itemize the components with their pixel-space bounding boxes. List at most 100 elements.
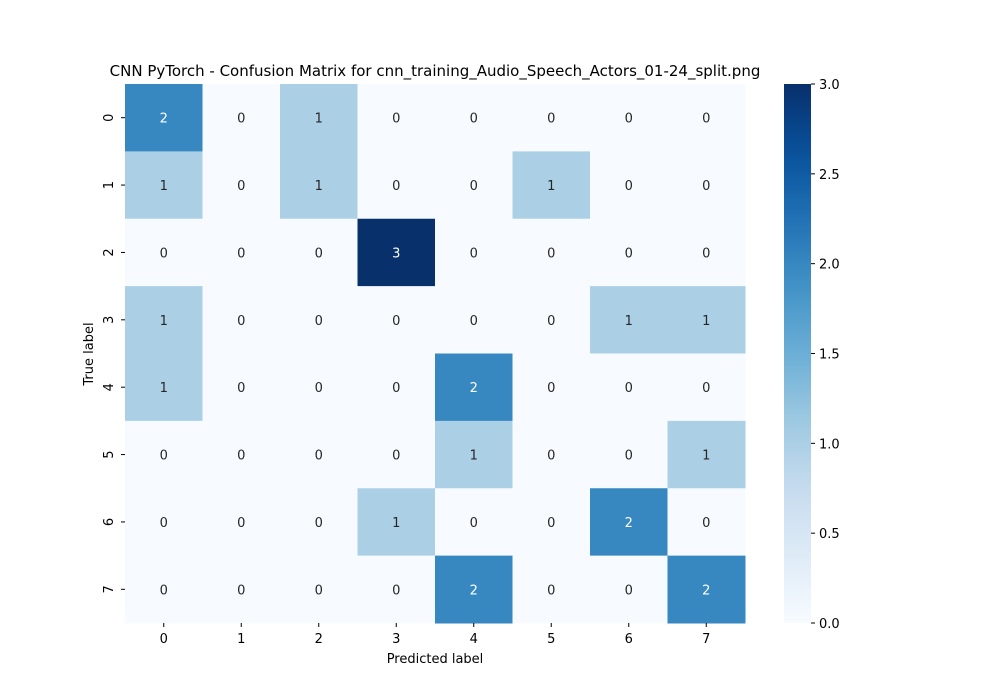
colorbar-gradient (784, 84, 811, 623)
cell-value-label: 0 (160, 583, 168, 598)
heatmap-cell (280, 353, 358, 422)
x-tick-label: 5 (547, 632, 555, 647)
cell-value-label: 0 (702, 112, 710, 127)
heatmap-cell (357, 420, 436, 489)
cell-value-label: 0 (547, 516, 555, 531)
cell-value-label: 0 (625, 583, 633, 598)
cell-value-label: 0 (392, 381, 400, 396)
cell-value-label: 2 (470, 583, 478, 598)
cell-value-label: 0 (625, 381, 633, 396)
cell-value-label: 0 (237, 246, 245, 261)
heatmap-cell (125, 218, 203, 287)
x-tick-label: 3 (392, 632, 400, 647)
cell-value-label: 1 (470, 449, 478, 464)
heatmap-cell (202, 488, 281, 557)
x-tick-label: 1 (237, 632, 245, 647)
cell-value-label: 1 (547, 179, 555, 194)
cell-value-label: 0 (315, 449, 323, 464)
cell-value-label: 0 (315, 381, 323, 396)
heatmap-cell (435, 218, 513, 287)
y-tick-label: 4 (102, 383, 117, 391)
heatmap-cell (667, 151, 746, 220)
heatmap-cell (667, 353, 746, 422)
cell-value-label: 0 (547, 314, 555, 329)
heatmap-cell (512, 151, 591, 220)
x-tick-label: 6 (625, 632, 633, 647)
heatmap-annotations: 2 0 1 0 0 0 0 0 1 0 1 0 0 1 0 0 0 0 0 3 0 0 0 0 1 0 0 0 0 0 1 1 1 0 0 0 2 0 0 0… (160, 112, 711, 599)
y-tick-label: 1 (102, 181, 117, 189)
cell-value-label: 0 (470, 314, 478, 329)
cell-value-label: 2 (702, 583, 710, 598)
colorbar-tick-label: 2.0 (819, 258, 840, 273)
heatmap-cell (667, 488, 746, 557)
heatmap-cell (512, 420, 591, 489)
heatmap-cell (280, 84, 358, 152)
heatmap-cell (512, 353, 591, 422)
cell-value-label: 0 (702, 246, 710, 261)
heatmap-cell (435, 488, 513, 557)
cell-value-label: 0 (702, 381, 710, 396)
colorbar-tick-label: 3.0 (819, 78, 840, 93)
x-tick-label: 4 (470, 632, 478, 647)
heatmap-cell (590, 84, 668, 152)
heatmap-cell (125, 353, 203, 422)
cell-value-label: 0 (315, 314, 323, 329)
colorbar-tick-label: 2.5 (819, 168, 840, 183)
cell-value-label: 0 (237, 112, 245, 127)
heatmap-cell (512, 84, 591, 152)
heatmap-cell (125, 555, 203, 624)
heatmap-cell (590, 420, 668, 489)
y-axis: 0 1 2 3 4 5 6 7 (102, 114, 125, 593)
cell-value-label: 1 (392, 516, 400, 531)
cell-value-label: 0 (392, 449, 400, 464)
heatmap-cell (202, 420, 281, 489)
cell-value-label: 0 (547, 246, 555, 261)
cell-value-label: 0 (702, 179, 710, 194)
y-tick-label: 5 (102, 450, 117, 458)
cell-value-label: 0 (470, 179, 478, 194)
colorbar-tick-label: 0.5 (819, 527, 840, 542)
cell-value-label: 0 (702, 516, 710, 531)
heatmap-cell (280, 218, 358, 287)
heatmap-cell (280, 420, 358, 489)
heatmap-cell (667, 84, 746, 152)
cell-value-label: 0 (237, 449, 245, 464)
cell-value-label: 2 (470, 381, 478, 396)
heatmap-cell (667, 218, 746, 287)
heatmap-cell (435, 286, 513, 354)
colorbar-tick-label: 0.0 (819, 617, 840, 632)
cell-value-label: 1 (160, 314, 168, 329)
cell-value-label: 0 (392, 179, 400, 194)
heatmap-cell (280, 488, 358, 557)
cell-value-label: 0 (237, 583, 245, 598)
heatmap-cell (435, 555, 513, 624)
colorbar: 0.0 0.5 1.0 1.5 2.0 2.5 3.0 (784, 78, 840, 632)
cell-value-label: 0 (315, 583, 323, 598)
cell-value-label: 0 (625, 246, 633, 261)
y-tick-label: 3 (102, 316, 117, 324)
heatmap-cell (590, 151, 668, 220)
cell-value-label: 0 (547, 381, 555, 396)
heatmap-cell (125, 151, 203, 220)
cell-value-label: 2 (625, 516, 633, 531)
heatmap-cells (125, 84, 746, 624)
heatmap-cell (590, 555, 668, 624)
cell-value-label: 0 (237, 179, 245, 194)
heatmap-cell (202, 286, 281, 354)
x-tick-label: 0 (160, 632, 168, 647)
y-tick-label: 0 (102, 114, 117, 122)
heatmap-cell (590, 488, 668, 557)
heatmap-cell (357, 488, 436, 557)
cell-value-label: 0 (160, 246, 168, 261)
heatmap-cell (357, 84, 436, 152)
cell-value-label: 0 (392, 583, 400, 598)
heatmap-cell (435, 151, 513, 220)
cell-value-label: 0 (547, 112, 555, 127)
cell-value-label: 0 (470, 112, 478, 127)
cell-value-label: 0 (237, 516, 245, 531)
heatmap-cell (590, 353, 668, 422)
heatmap-cell (512, 286, 591, 354)
cell-value-label: 0 (160, 449, 168, 464)
cell-value-label: 0 (625, 449, 633, 464)
heatmap-cell (357, 286, 436, 354)
